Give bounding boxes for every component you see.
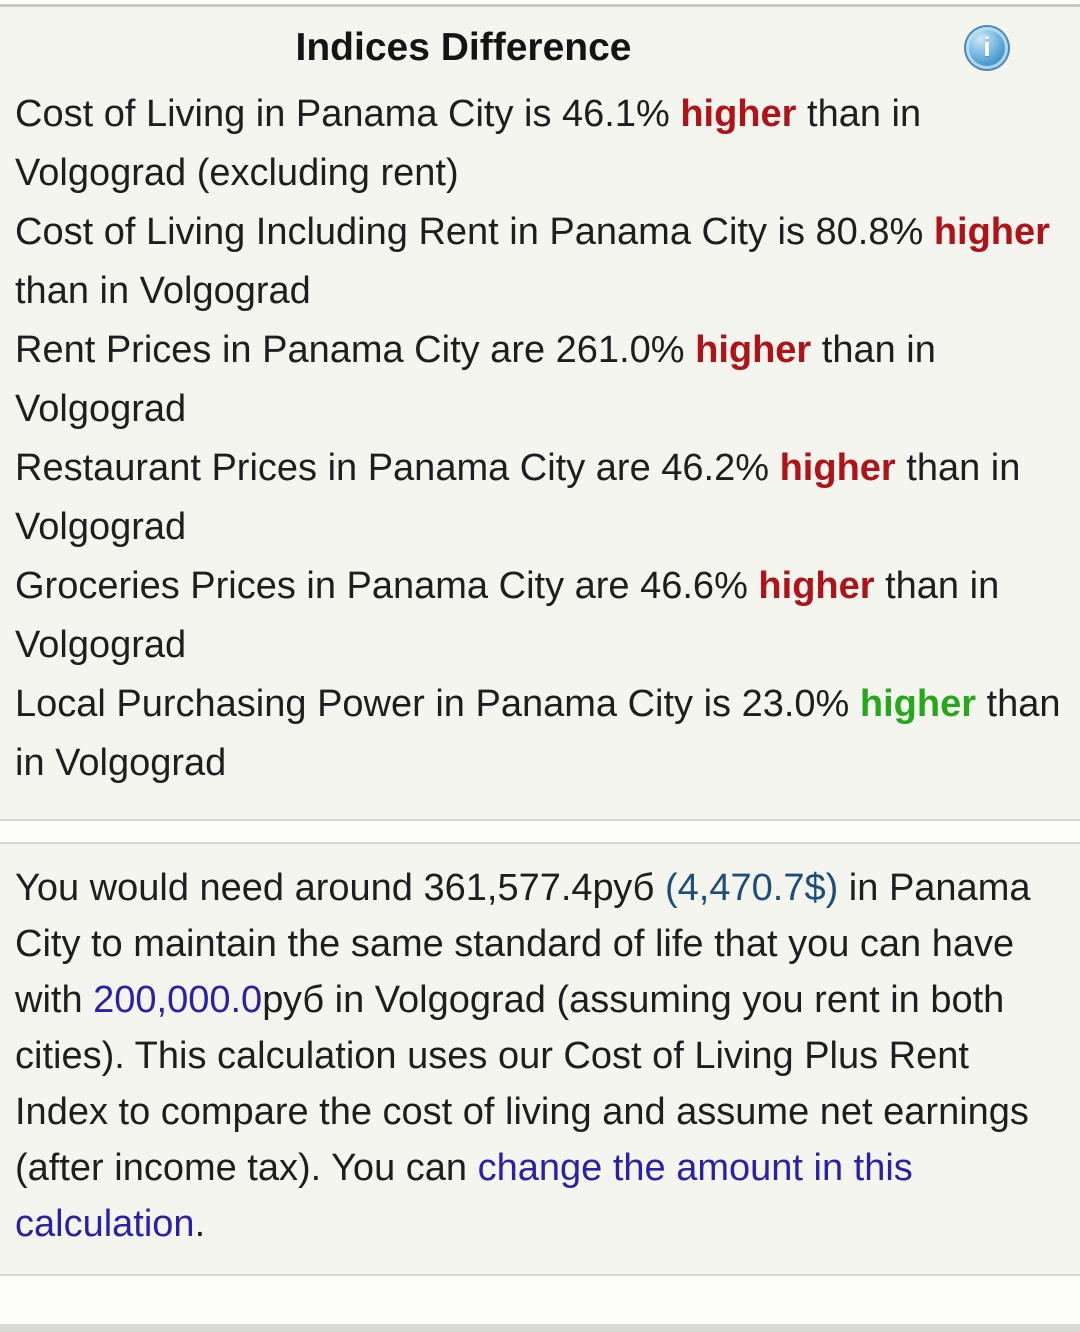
index-text: than in Volgograd (15, 683, 1061, 784)
index-text: Rent Prices in Panama City are 261.0% (15, 329, 696, 371)
estimate-text: in Panama City to maintain the same stan… (15, 867, 1031, 1021)
index-difference-line: Rent Prices in Panama City are 261.0% hi… (15, 321, 1062, 439)
higher-keyword: higher (680, 93, 797, 135)
indices-difference-card: Indices Difference i Cost of Living in P… (0, 4, 1080, 821)
index-text: than in Volgograd (15, 447, 1021, 548)
estimate-card: You would need around 361,577.4руб (4,47… (0, 842, 1080, 1276)
estimate-text: You would need around 361,577.4руб (15, 867, 666, 909)
estimate-text: . (194, 1203, 206, 1245)
index-text: Groceries Prices in Panama City are 46.6… (15, 565, 759, 607)
indices-card-header: Indices Difference i (15, 19, 1062, 77)
index-difference-line: Cost of Living Including Rent in Panama … (15, 203, 1062, 321)
indices-difference-title: Indices Difference (295, 26, 632, 69)
index-difference-line: Local Purchasing Power in Panama City is… (15, 675, 1062, 793)
index-text: Local Purchasing Power in Panama City is… (15, 683, 860, 725)
indices-list: Cost of Living in Panama City is 46.1% h… (15, 85, 1062, 793)
index-difference-line: Restaurant Prices in Panama City are 46.… (15, 439, 1062, 557)
index-text: Restaurant Prices in Panama City are 46.… (15, 447, 780, 489)
index-text: than in Volgograd (15, 565, 1000, 666)
higher-keyword: higher (695, 329, 812, 371)
higher-keyword: higher (859, 683, 976, 725)
estimate-paragraph: You would need around 361,577.4руб (4,47… (15, 860, 1062, 1252)
index-difference-line: Groceries Prices in Panama City are 46.6… (15, 557, 1062, 675)
higher-keyword: higher (933, 211, 1050, 253)
index-text: than in Volgograd (15, 329, 936, 430)
info-icon-glyph: i (983, 31, 991, 62)
index-text: than in Volgograd (15, 270, 311, 312)
change-amount-link[interactable]: change the amount in this calculation (15, 1147, 913, 1245)
index-text: Cost of Living Including Rent in Panama … (15, 211, 934, 253)
estimate-text: руб in Volgograd (assuming you rent in b… (15, 979, 1029, 1189)
higher-keyword: higher (758, 565, 875, 607)
info-icon[interactable]: i (966, 27, 1008, 69)
next-section-edge (0, 1324, 1080, 1332)
index-text: than in Volgograd (excluding rent) (15, 93, 922, 194)
index-text: Cost of Living in Panama City is 46.1% (15, 93, 681, 135)
base-amount-link[interactable]: 200,000.0 (93, 979, 263, 1021)
higher-keyword: higher (779, 447, 896, 489)
index-difference-line: Cost of Living in Panama City is 46.1% h… (15, 85, 1062, 203)
usd-equivalent-link[interactable]: (4,470.7$) (665, 867, 839, 909)
info-icon-zone: i (912, 27, 1062, 69)
